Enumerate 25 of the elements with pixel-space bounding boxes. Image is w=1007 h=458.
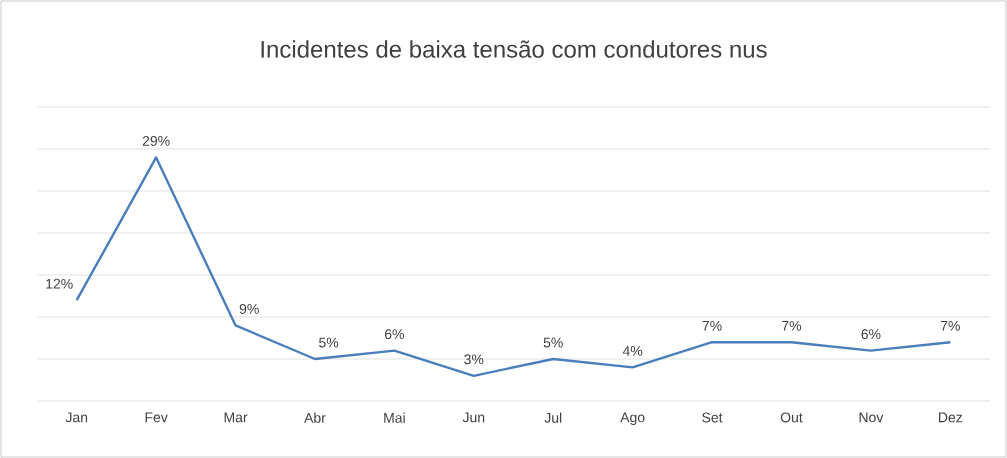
data-label: 7% xyxy=(782,320,802,331)
x-tick-label: Jun xyxy=(462,412,485,423)
data-label: 12% xyxy=(46,278,73,289)
x-tick-label: Ago xyxy=(620,412,645,426)
x-tick-label: Dez xyxy=(939,412,963,423)
x-tick-label: Set xyxy=(702,412,723,423)
x-tick-label: Abr xyxy=(304,412,326,423)
chart-title: Incidentes de baixa tensão com condutores nus xyxy=(261,40,767,58)
data-label: 4% xyxy=(622,346,643,356)
x-tick-label: Jul xyxy=(544,412,562,423)
x-tick-label: Nov xyxy=(859,412,884,423)
x-tick-label: Mar xyxy=(224,412,248,423)
data-label: 7% xyxy=(940,320,960,331)
data-label: 6% xyxy=(861,329,881,340)
x-tick-label: Mai xyxy=(384,412,405,423)
data-label: 6% xyxy=(384,329,404,340)
x-tick-label: Out xyxy=(780,412,803,423)
x-tick-label: Jan xyxy=(65,412,88,423)
x-tick-label: Fev xyxy=(145,412,168,423)
data-label: 29% xyxy=(142,135,170,146)
data-label: 5% xyxy=(543,337,563,348)
data-label: 5% xyxy=(319,337,339,348)
data-label: 3% xyxy=(464,354,484,365)
data-label: 7% xyxy=(702,320,722,331)
data-label: 9% xyxy=(239,303,259,314)
